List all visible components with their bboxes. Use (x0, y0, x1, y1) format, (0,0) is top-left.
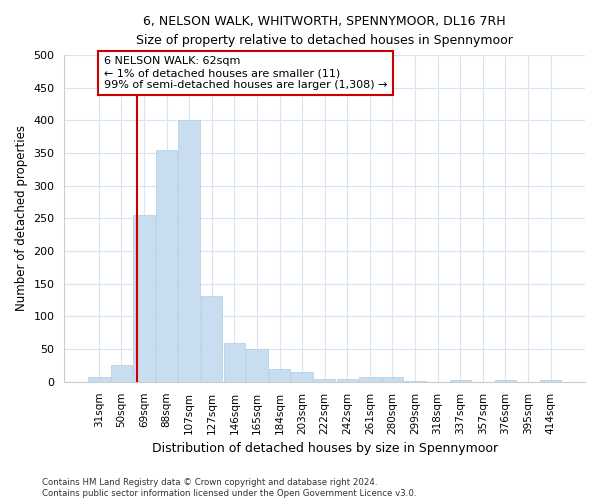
Bar (382, 377, 403, 382)
Bar (494, 380, 516, 382)
Bar (292, 372, 313, 382)
Bar (404, 380, 426, 382)
Bar (133, 215, 155, 382)
X-axis label: Distribution of detached houses by size in Spennymoor: Distribution of detached houses by size … (152, 442, 498, 455)
Bar (314, 379, 335, 382)
Bar (178, 120, 200, 382)
Bar (110, 366, 132, 382)
Title: 6, NELSON WALK, WHITWORTH, SPENNYMOOR, DL16 7RH
Size of property relative to det: 6, NELSON WALK, WHITWORTH, SPENNYMOOR, D… (136, 15, 513, 47)
Bar (540, 380, 562, 382)
Bar (269, 369, 290, 382)
Bar (201, 296, 223, 382)
Bar (156, 150, 177, 382)
Bar (449, 380, 471, 382)
Bar (246, 349, 268, 382)
Bar (88, 377, 110, 382)
Bar (359, 377, 380, 382)
Bar (337, 379, 358, 382)
Y-axis label: Number of detached properties: Number of detached properties (15, 126, 28, 312)
Text: 6 NELSON WALK: 62sqm
← 1% of detached houses are smaller (11)
99% of semi-detach: 6 NELSON WALK: 62sqm ← 1% of detached ho… (104, 56, 387, 90)
Text: Contains HM Land Registry data © Crown copyright and database right 2024.
Contai: Contains HM Land Registry data © Crown c… (42, 478, 416, 498)
Bar (224, 342, 245, 382)
